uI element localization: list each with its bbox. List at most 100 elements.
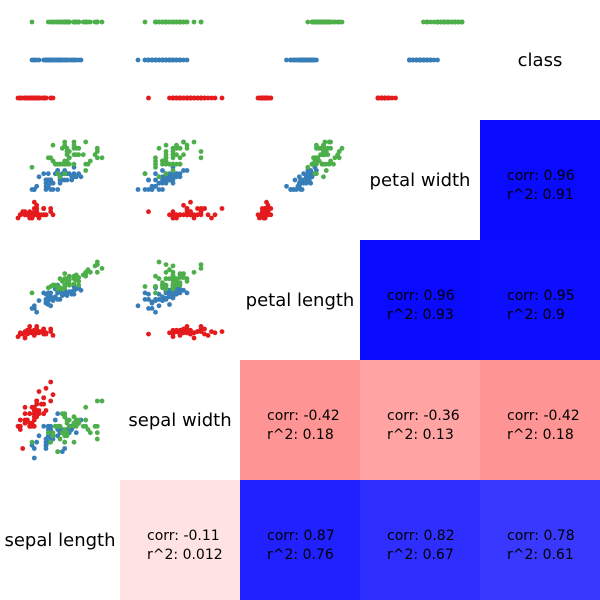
data-point (318, 145, 323, 151)
corr-value: 0.87 (303, 528, 335, 544)
data-point (170, 155, 176, 161)
data-point (146, 297, 151, 302)
data-point (87, 269, 93, 275)
data-point (163, 177, 169, 183)
data-point (181, 19, 186, 25)
data-point (167, 19, 172, 25)
data-point (188, 327, 193, 333)
data-point (31, 408, 37, 413)
data-point (202, 331, 207, 337)
data-point (27, 95, 33, 101)
data-point (294, 187, 299, 192)
data-point (45, 285, 51, 291)
data-point (62, 446, 68, 451)
data-point (31, 455, 37, 461)
data-point (66, 281, 72, 287)
data-point (156, 57, 162, 63)
data-point (153, 290, 158, 296)
data-point (43, 187, 49, 192)
data-point (71, 145, 77, 151)
data-point (322, 139, 328, 145)
data-point (336, 155, 342, 161)
data-point (198, 95, 204, 101)
data-point (52, 282, 58, 288)
corr-text: corr: -0.11 r^2: 0.012 (147, 528, 223, 563)
data-point (264, 199, 269, 205)
data-point (299, 187, 305, 192)
data-point (309, 161, 315, 167)
data-point (153, 297, 158, 302)
data-point (177, 161, 183, 167)
data-point (153, 19, 158, 25)
data-point (170, 330, 176, 336)
data-point (170, 209, 176, 215)
data-point (64, 277, 70, 283)
data-point (153, 171, 158, 177)
data-point (212, 330, 218, 336)
data-point (163, 286, 169, 292)
data-point (27, 330, 33, 336)
data-point (191, 269, 197, 275)
data-point (146, 57, 151, 63)
data-point (62, 271, 68, 276)
corr-text: corr: 0.96 r^2: 0.93 (387, 288, 455, 323)
data-point (452, 19, 458, 25)
data-point (62, 158, 68, 164)
data-point (17, 212, 23, 218)
data-point (27, 423, 33, 429)
data-point (52, 19, 58, 25)
data-point (167, 302, 172, 307)
data-point (163, 149, 169, 154)
data-point (55, 286, 61, 292)
data-point (308, 180, 314, 186)
data-point (41, 171, 47, 177)
data-point (318, 19, 323, 25)
data-point (375, 95, 381, 101)
data-point (184, 19, 190, 25)
data-point (181, 152, 186, 158)
corr-text: corr: 0.82 r^2: 0.67 (387, 528, 455, 563)
data-point (191, 335, 197, 341)
data-point (71, 19, 77, 25)
data-point (156, 259, 162, 265)
data-point (379, 95, 384, 101)
data-point (55, 449, 61, 455)
data-point (94, 436, 100, 442)
corr-value: -0.42 (543, 408, 580, 424)
data-point (332, 19, 338, 25)
data-point (71, 161, 77, 167)
scatter-panel-petal-length-vs-petal-width (240, 120, 360, 240)
data-point (292, 177, 298, 183)
data-point (198, 206, 204, 211)
data-point (315, 155, 321, 161)
data-point (163, 262, 169, 267)
data-point (167, 212, 172, 218)
data-point (71, 439, 77, 445)
scatter-panel-sepal-width-vs-class (120, 0, 240, 120)
data-point (181, 139, 186, 145)
data-point (59, 19, 65, 25)
data-point (57, 174, 63, 180)
data-point (66, 423, 72, 429)
data-point (83, 423, 89, 429)
data-point (160, 57, 165, 63)
scatter-panel-petal-width-vs-class (360, 0, 480, 120)
data-point (219, 206, 225, 211)
data-point (167, 57, 172, 63)
r2-value: 0.13 (422, 427, 454, 443)
data-point (142, 297, 148, 302)
data-point (407, 57, 412, 63)
data-point (435, 19, 440, 25)
data-point (71, 281, 77, 287)
data-point (153, 177, 158, 183)
data-point (34, 309, 40, 315)
data-point (163, 57, 169, 63)
data-point (22, 335, 28, 341)
data-point (188, 209, 193, 215)
data-point (174, 57, 179, 63)
data-point (160, 168, 165, 173)
data-point (177, 212, 183, 218)
data-point (62, 439, 68, 445)
data-point (38, 212, 44, 218)
data-point (177, 330, 183, 336)
